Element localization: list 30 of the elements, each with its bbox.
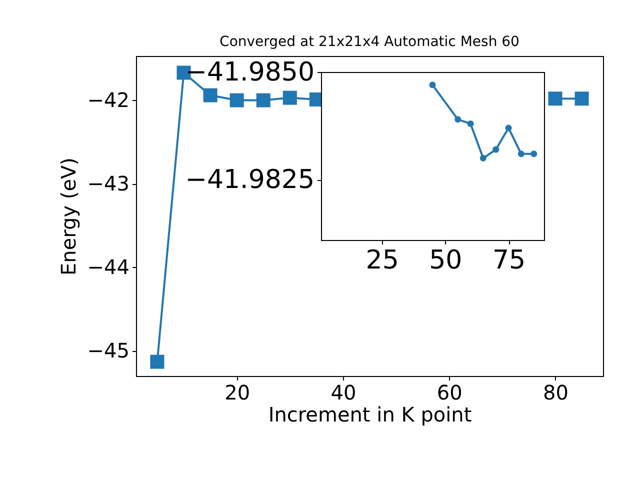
point: [480, 154, 486, 162]
point: [492, 146, 500, 153]
x-tick-label: 60: [436, 380, 462, 404]
x-tick-label: 50: [429, 246, 462, 276]
point: [454, 116, 462, 123]
point: [548, 92, 562, 106]
y-axis-title: Energy (eV): [56, 158, 80, 276]
x-tick-label: 75: [492, 246, 526, 276]
point: [530, 150, 538, 158]
y-tick-label: −42: [87, 88, 130, 112]
x-tick-label: 20: [224, 380, 250, 404]
point: [230, 93, 244, 108]
point: [282, 90, 297, 105]
chart-title: Converged at 21x21x4 Automatic Mesh 60: [220, 34, 520, 50]
point: [505, 124, 512, 132]
x-tick-label: 80: [543, 380, 568, 404]
point: [150, 354, 164, 369]
point: [256, 93, 270, 108]
x-axis-title: Increment in K point: [268, 402, 472, 426]
point: [467, 120, 474, 127]
point: [429, 82, 436, 88]
point: [203, 88, 218, 102]
y-tick-label: −44: [87, 254, 130, 279]
x-tick-label: 25: [366, 246, 399, 276]
y-tick-label: −41.9825: [185, 165, 314, 196]
point: [518, 150, 524, 158]
point: [574, 92, 589, 106]
x-tick-label: 40: [330, 380, 356, 404]
y-tick-label: −45: [87, 338, 130, 362]
y-tick-label: −43: [87, 171, 130, 196]
